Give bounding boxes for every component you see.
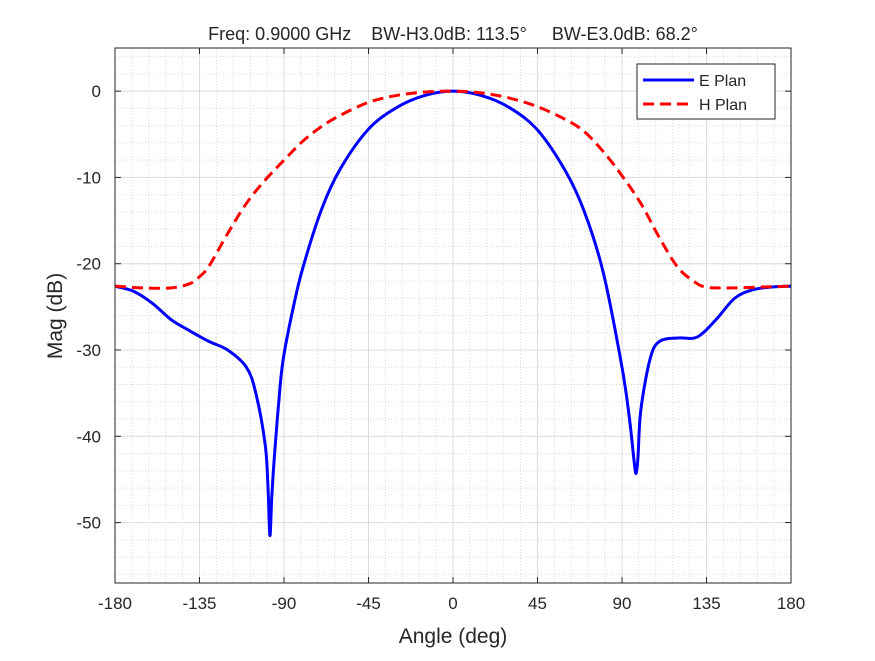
y-tick-label: 0 [92,82,101,101]
y-tick-label: -40 [76,427,101,446]
ticks: -180 -135 -90 -45 0 45 90 135 180 0 -10 -20 -30 -40 -5… [76,48,805,613]
x-tick-label: 0 [448,594,457,613]
chart-title: Freq: 0.9000 GHz BW-H3.0dB: 113.5° BW-E3… [208,24,698,44]
series-line-e-plan [114,89,792,538]
minor-grid [115,48,791,583]
series-layer [114,89,792,538]
x-tick-label: -90 [272,594,297,613]
x-tick-label: 135 [692,594,720,613]
series-line-h-plan [114,89,792,290]
legend-box [636,63,776,120]
x-tick-label: 180 [777,594,805,613]
y-tick-label: -50 [76,514,101,533]
y-tick-label: -20 [76,255,101,274]
legend: E Plan H Plan [636,63,776,120]
legend-label-h-plan: H Plan [699,97,747,114]
legend-label-e-plan: E Plan [699,73,746,90]
y-axis-label: Mag (dB) [44,273,67,359]
x-axis-label: Angle (deg) [399,625,508,648]
y-tick-label: -10 [76,168,101,187]
x-tick-label: 45 [528,594,547,613]
x-tick-label: -180 [98,594,132,613]
x-tick-label: 90 [613,594,632,613]
y-tick-label: -30 [76,341,101,360]
x-tick-label: -135 [182,594,216,613]
x-tick-label: -45 [356,594,381,613]
